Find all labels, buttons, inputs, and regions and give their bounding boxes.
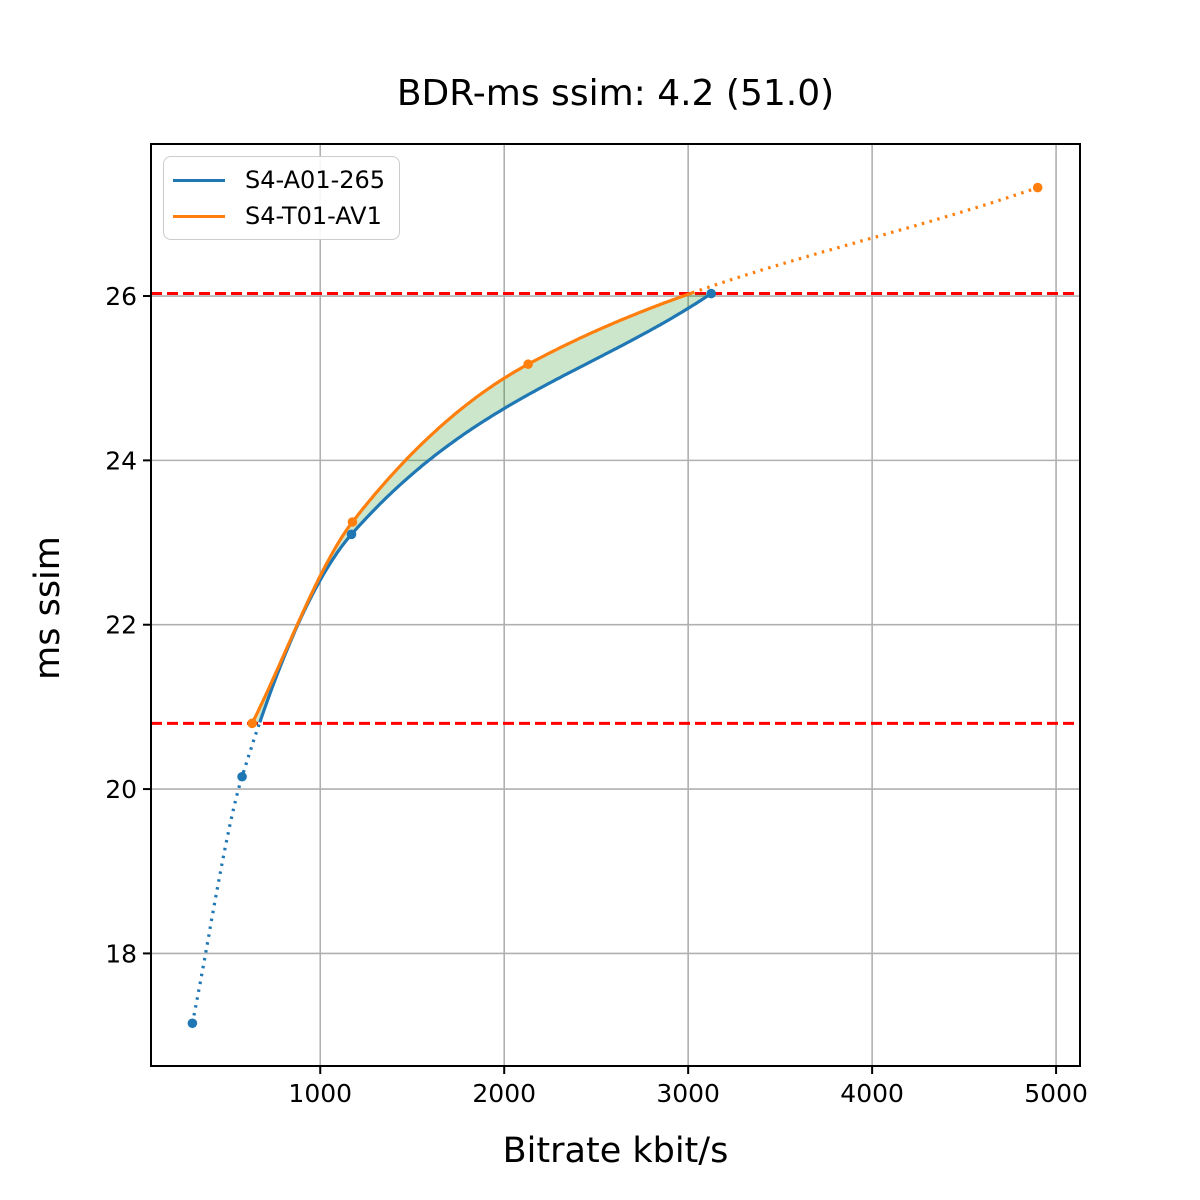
x-tick-label: 1000 [288,1079,352,1108]
series-blue-dotted-curve [190,721,262,1024]
series-orange-dotted-curve [691,186,1039,295]
data-point-blue [706,288,716,299]
x-axis-label: Bitrate kbit/s [502,1131,729,1171]
data-point-orange [247,718,257,729]
x-tick-label: 4000 [840,1079,904,1108]
x-tick-label: 3000 [656,1079,720,1108]
series-orange-solid-curve [250,291,693,725]
data-point-orange [523,359,533,370]
legend-label: S4-A01-265 [245,166,386,194]
legend-label: S4-T01-AV1 [245,202,382,230]
y-tick-label: 18 [105,939,137,968]
legend-line-sample-blue [173,178,225,182]
data-point-orange [1032,182,1043,193]
y-tick-label: 20 [105,775,137,804]
y-tick-label: 22 [105,611,137,640]
plot-border [150,143,1081,1067]
data-point-blue [187,1018,198,1029]
series-blue-solid-curve [258,292,713,723]
data-point-blue [346,529,357,540]
bdr-shaded-area [252,293,712,724]
y-tick-label: 26 [105,282,137,311]
legend: S4-A01-265 S4-T01-AV1 [163,156,401,240]
legend-line-sample-orange [173,214,225,218]
x-tick-label: 5000 [1024,1079,1088,1108]
data-point-blue [237,771,247,782]
y-tick-label: 24 [105,446,137,475]
data-point-orange [347,517,358,527]
legend-entry-s4-t01-av1: S4-T01-AV1 [173,198,385,234]
chart-title: BDR-ms ssim: 4.2 (51.0) [396,73,835,114]
legend-entry-s4-a01-265: S4-A01-265 [173,162,385,198]
x-tick-label: 2000 [472,1079,536,1108]
